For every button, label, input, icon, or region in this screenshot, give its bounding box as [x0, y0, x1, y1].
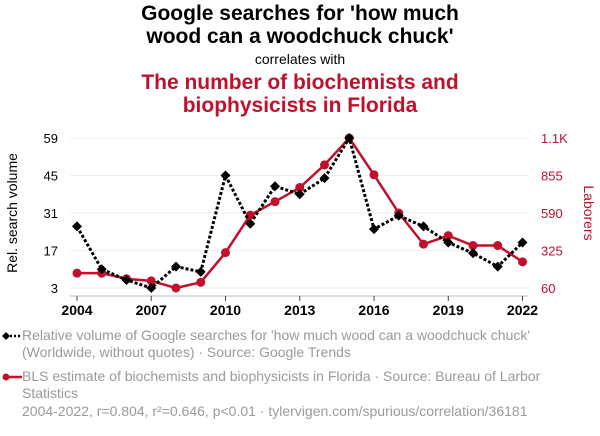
- data-point-searches: [369, 224, 379, 235]
- data-point-biochemists: [369, 170, 379, 180]
- dotted-diamond-line-icon: [2, 332, 22, 340]
- y-tick-label-right: 60: [541, 281, 555, 296]
- y-tick-label-left: 59: [44, 131, 58, 146]
- data-point-searches: [245, 218, 256, 229]
- y-axis-label-right: Laborers: [581, 185, 597, 240]
- x-tick-label: 2022: [507, 302, 538, 318]
- chart-subtitle: The number of biochemists and biophysici…: [0, 71, 600, 117]
- y-tick-label-right: 325: [541, 244, 563, 259]
- data-point-searches: [146, 283, 157, 293]
- footer-stats: 2004-2022, r=0.804, r²=0.646, p<0.01 · t…: [22, 403, 528, 419]
- x-tick-label: 2004: [61, 302, 92, 318]
- gridlines: [70, 137, 528, 289]
- data-point-biochemists: [72, 268, 82, 278]
- series-layer: [72, 133, 528, 293]
- data-point-searches: [492, 261, 503, 272]
- x-tick-label: 2013: [284, 302, 315, 318]
- legend-text-biochemists: BLS estimate of biochemists and biophysi…: [22, 368, 541, 401]
- title-line-2: wood can a woodchuck chuck': [146, 25, 454, 48]
- circle-line-icon: [2, 373, 22, 381]
- subtitle-line-1: The number of biochemists and: [141, 71, 459, 94]
- data-point-biochemists: [468, 241, 478, 251]
- legend-item-searches: Relative volume of Google searches for '…: [2, 327, 542, 361]
- data-point-searches: [96, 264, 107, 275]
- x-tick-label: 2019: [433, 302, 464, 318]
- data-point-biochemists: [171, 283, 181, 293]
- y-tick-label-right: 590: [541, 206, 563, 221]
- data-point-searches: [294, 189, 305, 200]
- data-point-searches: [220, 170, 231, 181]
- chart-title: Google searches for 'how much wood can a…: [0, 2, 600, 48]
- y-tick-label-left: 3: [51, 281, 58, 296]
- data-point-biochemists: [146, 276, 156, 286]
- data-point-searches: [121, 274, 132, 285]
- data-point-biochemists: [443, 231, 453, 241]
- subtitle-line-2: biophysicists in Florida: [182, 94, 418, 117]
- correlates-label: correlates with: [254, 51, 346, 67]
- x-tick-label: 2010: [210, 302, 241, 318]
- x-tick-label: 2016: [358, 302, 389, 318]
- data-point-biochemists: [270, 197, 280, 207]
- data-point-searches: [319, 173, 330, 184]
- data-point-biochemists: [320, 160, 329, 170]
- title-line-1: Google searches for 'how much: [141, 2, 459, 25]
- data-point-biochemists: [493, 241, 503, 251]
- data-point-biochemists: [419, 239, 428, 249]
- data-point-searches: [270, 181, 280, 192]
- data-point-biochemists: [196, 277, 206, 287]
- data-point-searches: [171, 261, 181, 272]
- data-point-searches: [418, 221, 429, 232]
- axes: 3 60 17 325 31 590 45 855 59 1.1K 2004 2007 2010 2013…: [44, 131, 569, 318]
- data-point-biochemists: [221, 248, 230, 258]
- data-point-searches: [72, 221, 82, 232]
- y-axis-label-left: Rel. search volume: [4, 153, 20, 273]
- y-tick-label-left: 17: [44, 244, 58, 259]
- legend-item-biochemists: BLS estimate of biochemists and biophysi…: [2, 368, 542, 402]
- data-point-searches: [393, 210, 404, 221]
- y-tick-label-left: 31: [44, 206, 58, 221]
- data-point-biochemists: [518, 257, 527, 267]
- x-tick-label: 2007: [136, 302, 167, 318]
- data-point-searches: [468, 248, 478, 259]
- y-tick-label-right: 1.1K: [541, 131, 568, 146]
- data-point-searches: [443, 237, 454, 248]
- data-point-searches: [344, 133, 355, 143]
- data-point-searches: [195, 266, 206, 277]
- y-tick-label-right: 855: [541, 169, 563, 184]
- y-tick-label-left: 45: [44, 169, 58, 184]
- legend-text-searches: Relative volume of Google searches for '…: [22, 327, 531, 360]
- data-point-searches: [517, 237, 528, 248]
- data-point-biochemists: [295, 183, 305, 193]
